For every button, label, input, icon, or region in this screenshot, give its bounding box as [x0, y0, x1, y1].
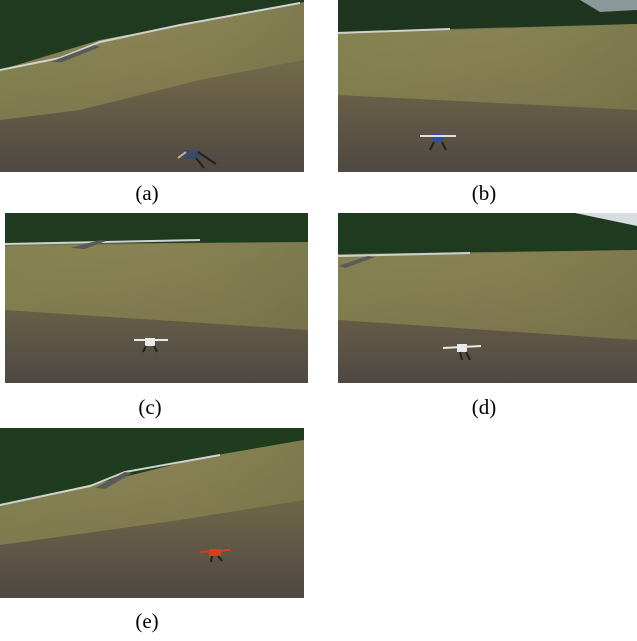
caption: (b)	[472, 181, 497, 205]
caption: (a)	[135, 181, 158, 205]
caption: (e)	[135, 609, 158, 633]
figure: (a) (b) (c)	[0, 0, 637, 641]
photo-e	[0, 428, 304, 598]
photo-c	[5, 213, 308, 383]
caption: (c)	[138, 395, 161, 419]
caption: (d)	[472, 395, 497, 419]
photo-a	[0, 0, 304, 172]
page: (a) (b) (c)	[0, 0, 637, 641]
photo-b	[338, 0, 637, 172]
photo-d	[338, 213, 637, 383]
